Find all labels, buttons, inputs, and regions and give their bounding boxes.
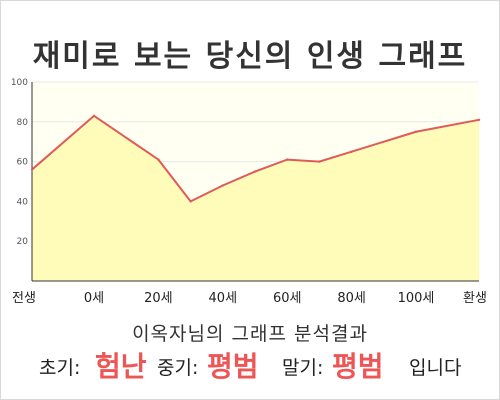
x-tick-label: 전생 <box>12 291 36 306</box>
early-value: 험난 <box>95 350 147 383</box>
data-point <box>92 114 96 118</box>
area-fill <box>32 115 479 281</box>
analysis-result: 초기: 험난 중기: 평범 말기: 평범 입니다 <box>1 345 499 385</box>
late-value: 평범 <box>332 350 384 383</box>
x-tick-label: 80세 <box>337 291 366 306</box>
data-point <box>318 160 321 163</box>
x-axis-ticks: 전생 0세 20세 40세 60세 80세 100세 환생 <box>12 291 487 306</box>
x-tick-label: 20세 <box>144 291 173 306</box>
mid-label: 중기: <box>157 357 199 379</box>
data-point <box>157 158 160 161</box>
y-axis-ticks: 20 40 60 80 100 <box>11 78 28 247</box>
data-point <box>189 200 192 203</box>
data-point <box>477 118 481 122</box>
y-tick-label: 20 <box>17 237 29 247</box>
early-label: 초기: <box>39 357 81 379</box>
chart-title: 재미로 보는 당신의 인생 그래프 <box>32 39 468 74</box>
y-tick-label: 80 <box>17 118 29 128</box>
ending-text: 입니다 <box>409 357 462 379</box>
y-tick-label: 40 <box>17 197 29 207</box>
mid-value: 평범 <box>207 350 259 383</box>
x-tick-label: 100세 <box>398 291 435 306</box>
analysis-caption: 이옥자님의 그래프 분석결과 <box>132 323 368 345</box>
data-point <box>221 184 224 187</box>
x-tick-label: 60세 <box>273 291 302 306</box>
y-tick-label: 100 <box>11 78 28 88</box>
data-point <box>286 158 289 161</box>
life-graph-chart: 20 40 60 80 100 전생 0세 20세 40세 60세 80세 100세 환생 <box>11 78 487 306</box>
x-tick-label: 40세 <box>209 291 238 306</box>
y-tick-label: 60 <box>17 158 29 168</box>
data-point <box>350 150 353 153</box>
data-point <box>30 168 34 171</box>
data-point <box>253 170 257 173</box>
data-point <box>414 130 418 133</box>
x-tick-label: 0세 <box>84 291 104 306</box>
late-label: 말기: <box>282 357 324 379</box>
x-tick-label: 환생 <box>463 291 487 306</box>
